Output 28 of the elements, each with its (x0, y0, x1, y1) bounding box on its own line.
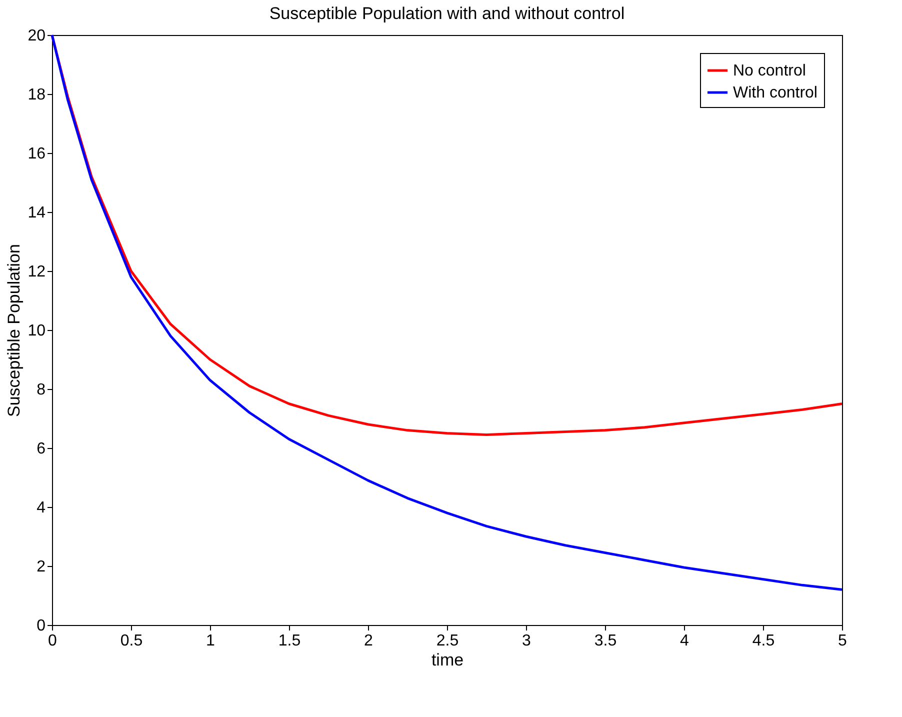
y-tick-label: 12 (28, 264, 46, 280)
x-tick-label: 1 (206, 632, 216, 650)
y-tick-label: 2 (36, 558, 46, 576)
x-tick-label: 0.5 (120, 632, 143, 650)
x-tick-label: 0 (48, 632, 58, 650)
y-tick-label: 18 (28, 86, 46, 104)
y-tick-label: 20 (28, 28, 46, 44)
x-tick-label: 2 (364, 632, 374, 650)
x-tick-label: 5 (838, 632, 848, 650)
y-tick-label: 6 (36, 440, 46, 458)
y-tick-label: 0 (36, 618, 46, 634)
chart-title: Susceptible Population with and without control (269, 4, 625, 23)
y-axis-title: Susceptible Population (4, 244, 24, 417)
legend-label: With control (733, 84, 818, 102)
y-tick-label: 14 (28, 204, 46, 222)
x-axis-title: time (431, 650, 464, 670)
y-tick-label: 8 (36, 382, 46, 398)
x-tick-label: 1.5 (278, 632, 301, 650)
y-tick-label: 16 (28, 146, 46, 162)
x-tick-label: 2.5 (436, 632, 459, 650)
y-tick-label: 10 (28, 322, 46, 340)
x-tick-label: 4.5 (752, 632, 775, 650)
line-series (50, 34, 844, 591)
x-tick-label: 3.5 (594, 632, 617, 650)
y-tick-label: 4 (36, 500, 46, 516)
x-tick-label: 4 (680, 632, 690, 650)
x-tick-label: 3 (522, 632, 532, 650)
legend-label: No control (733, 62, 806, 80)
